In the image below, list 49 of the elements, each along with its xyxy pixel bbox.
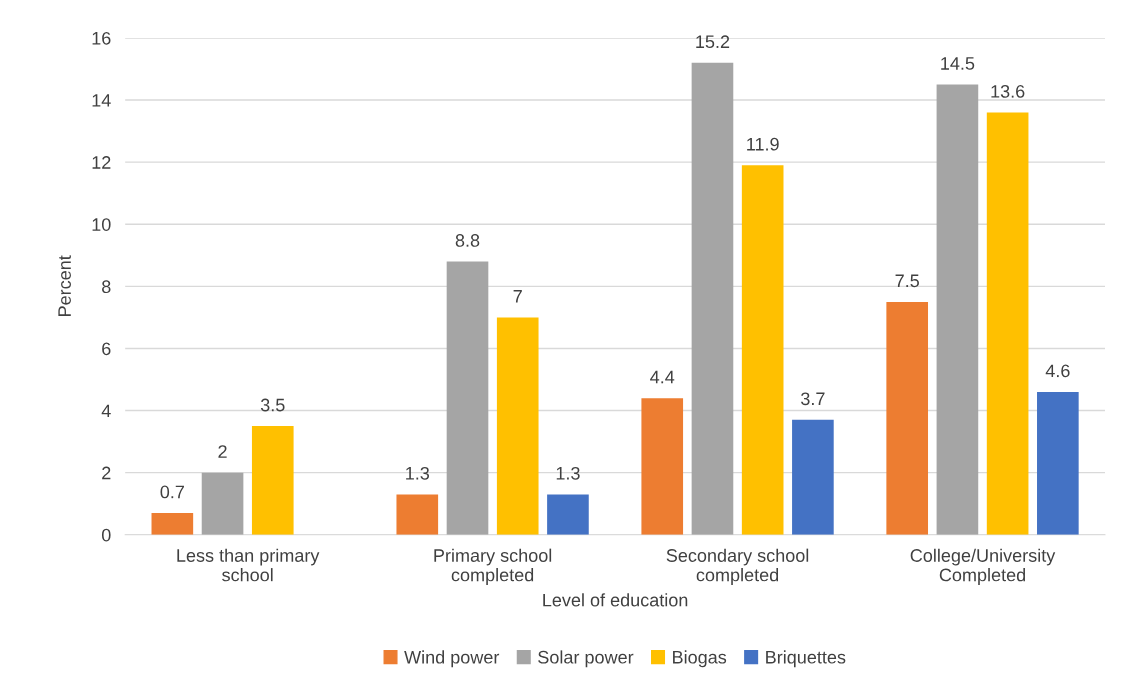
bar — [641, 398, 684, 535]
bar — [886, 301, 929, 535]
data-label: 15.2 — [696, 35, 730, 49]
data-label: 13.6 — [991, 85, 1025, 98]
y-tick-label: 0 — [101, 528, 111, 542]
data-label: 1.3 — [406, 466, 430, 480]
x-axis-title: Level of education — [543, 593, 688, 607]
x-tick-label: Less than primary school — [177, 548, 320, 582]
data-label: 7.5 — [895, 274, 919, 288]
bar — [446, 261, 489, 535]
y-tick-label: 2 — [102, 466, 111, 480]
y-tick-label: 6 — [102, 342, 111, 356]
y-tick-label: 4 — [101, 404, 111, 418]
data-label: 2 — [218, 445, 227, 458]
data-label: 3.7 — [801, 392, 825, 406]
bar — [496, 317, 539, 535]
data-label: 11.9 — [747, 137, 779, 151]
data-label: 4.4 — [650, 370, 675, 384]
y-axis-title: Percent — [58, 255, 71, 316]
bar — [1037, 391, 1079, 535]
data-label: 8.8 — [455, 234, 480, 247]
y-tick-label: 16 — [92, 31, 111, 45]
bar — [691, 62, 734, 535]
y-tick-label: 14 — [92, 94, 111, 107]
data-label: 14.5 — [941, 57, 975, 70]
data-label: 1.3 — [556, 466, 580, 480]
bar — [936, 84, 979, 535]
legend-label: Solar power — [538, 650, 634, 668]
x-tick-label: Primary school completed — [434, 548, 552, 585]
data-label: 3.5 — [260, 398, 285, 412]
x-tick-label: Secondary school completed — [666, 548, 809, 585]
bar — [251, 426, 294, 535]
y-tick-label: 10 — [92, 218, 111, 231]
bar — [741, 165, 784, 535]
bar — [396, 494, 439, 535]
data-label: 7 — [513, 290, 522, 303]
legend-label: Briquettes — [766, 650, 846, 668]
y-tick-label: 8 — [102, 280, 111, 294]
legend-label: Wind power — [404, 650, 500, 668]
bar — [151, 513, 194, 535]
y-tick-label: 12 — [92, 156, 111, 169]
bar — [201, 472, 244, 535]
bar — [986, 112, 1029, 535]
bar — [792, 419, 834, 535]
x-tick-label: College/University Completed — [910, 548, 1056, 585]
data-label: 0.7 — [160, 485, 184, 499]
legend-label: Biogas — [673, 650, 727, 668]
bar — [547, 494, 589, 535]
data-label: 4.6 — [1045, 364, 1070, 378]
